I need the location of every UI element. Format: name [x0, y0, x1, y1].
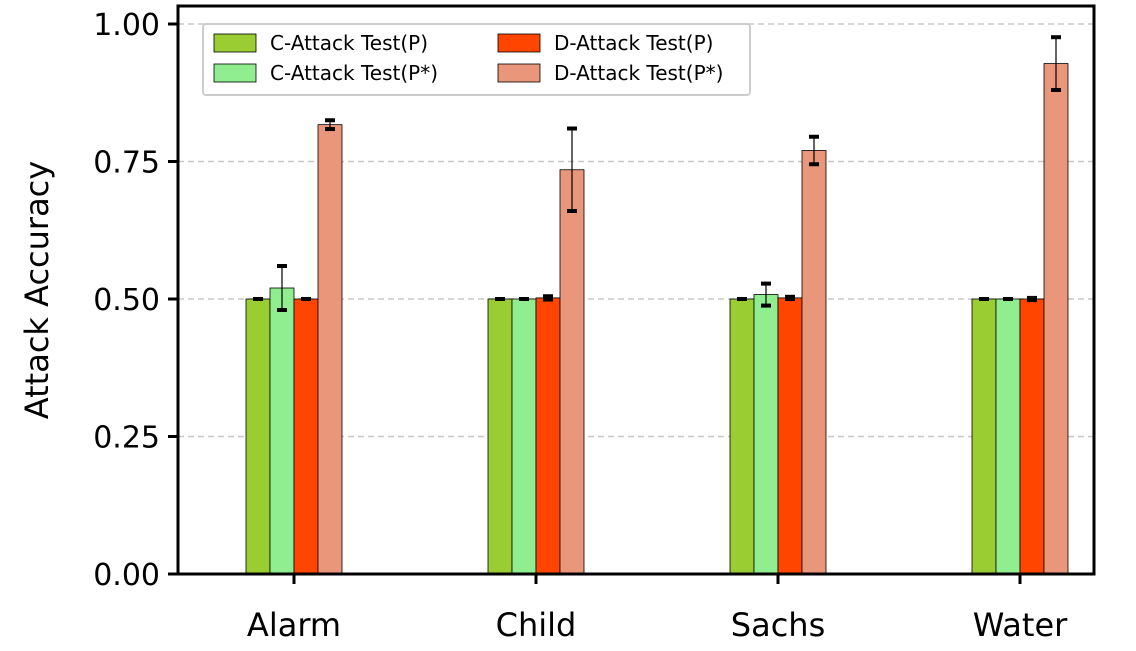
y-tick-label: 0.00: [93, 558, 160, 593]
legend: C-Attack Test(P) C-Attack Test(P*) D-Attac…: [202, 23, 751, 96]
bar: [559, 169, 585, 575]
y-axis: 0.00 0.25 0.50 0.75 1.00: [93, 8, 178, 593]
legend-box: [202, 23, 751, 96]
x-tick-label: Alarm: [247, 606, 341, 644]
bar: [511, 298, 537, 575]
legend-swatch: [213, 33, 257, 53]
y-tick-label: 0.25: [93, 421, 160, 456]
bars: [245, 63, 1069, 575]
bar: [269, 287, 295, 575]
bar: [753, 294, 779, 575]
y-tick-label: 0.75: [93, 146, 160, 181]
y-tick-label: 0.50: [93, 283, 160, 318]
error-bars: [253, 35, 1061, 312]
bar: [777, 297, 803, 575]
bar: [729, 298, 755, 575]
bar: [995, 298, 1021, 575]
legend-label: C-Attack Test(P*): [270, 61, 438, 85]
legend-label: D-Attack Test(P): [554, 31, 713, 55]
y-axis-title: Attack Accuracy: [18, 161, 56, 419]
legend-label: C-Attack Test(P): [270, 31, 428, 55]
legend-swatch: [213, 63, 257, 83]
legend-swatch: [497, 33, 541, 53]
bar: [535, 297, 561, 575]
legend-swatch: [497, 63, 541, 83]
bar: [317, 124, 343, 575]
x-axis: Alarm Child Sachs Water: [247, 574, 1068, 644]
bar: [487, 298, 513, 575]
y-tick-label: 1.00: [93, 8, 160, 43]
plot-frame: [176, 4, 1096, 576]
bar: [1019, 298, 1045, 575]
bar: [293, 298, 319, 575]
x-tick-label: Sachs: [731, 606, 825, 644]
legend-label: D-Attack Test(P*): [554, 61, 723, 85]
bar: [971, 298, 997, 575]
x-tick-label: Water: [973, 606, 1068, 644]
bar: [801, 150, 827, 575]
x-tick-label: Child: [496, 606, 577, 644]
bar: [245, 298, 271, 575]
bar: [1043, 63, 1069, 575]
